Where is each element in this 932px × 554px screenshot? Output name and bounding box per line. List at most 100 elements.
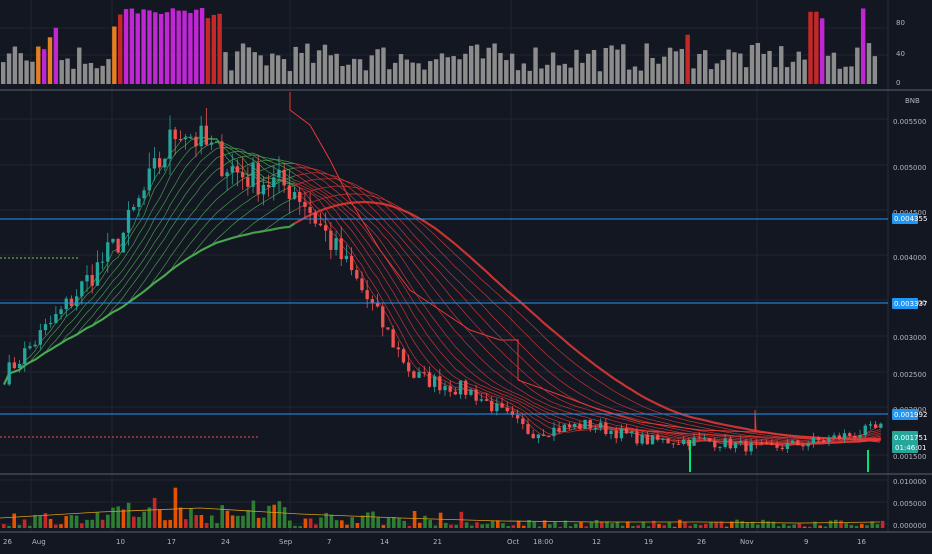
oscillator-bar <box>445 57 450 84</box>
trailing-stop <box>289 92 881 443</box>
candle-body <box>318 223 323 226</box>
oscillator-bar <box>831 52 837 84</box>
candle-body <box>526 424 530 434</box>
horizontal-levels[interactable] <box>0 218 888 415</box>
oscillator-bar <box>311 62 316 84</box>
candle-body <box>723 438 727 448</box>
candle-body <box>495 403 499 412</box>
volume-bar <box>496 520 500 528</box>
volume-pane[interactable] <box>0 487 885 528</box>
volume-bar <box>626 521 630 528</box>
candle-body <box>510 411 515 416</box>
volume-bar <box>636 525 640 528</box>
candle-body <box>7 362 11 385</box>
candle-body <box>775 444 779 448</box>
volume-bar <box>12 513 16 528</box>
oscillator-bar <box>621 44 626 84</box>
oscillator-pane[interactable] <box>1 7 878 85</box>
ma-ribbon <box>3 135 881 447</box>
oscillator-bar <box>644 43 649 84</box>
candle-body <box>43 324 48 331</box>
candle-body <box>770 443 774 445</box>
oscillator-bar <box>287 71 293 84</box>
candle-body <box>557 427 561 432</box>
volume-bar <box>132 516 136 528</box>
volume-ma <box>0 507 881 524</box>
candle-body <box>199 125 203 147</box>
volume-bar <box>272 504 276 528</box>
volume-bar <box>657 523 661 528</box>
volume-bar <box>106 514 110 528</box>
candle-body <box>132 207 136 210</box>
volume-bar <box>163 520 167 528</box>
oscillator-bar <box>188 12 193 84</box>
oscillator-bar <box>106 59 111 84</box>
candle-body <box>303 201 307 207</box>
volume-bar <box>620 525 625 528</box>
candle-body <box>100 261 105 263</box>
oscillator-bar <box>837 68 842 84</box>
volume-bar <box>730 521 734 528</box>
volume-bar <box>350 517 354 528</box>
price-tick: 0.004000 <box>893 254 926 262</box>
volume-bar <box>844 523 848 528</box>
oscillator-bar <box>439 53 445 84</box>
ribbon-line-red <box>294 185 881 442</box>
candle-body <box>261 184 266 195</box>
candle-body <box>749 442 753 452</box>
candle-body <box>349 255 354 271</box>
oscillator-bar <box>82 63 88 84</box>
candle-body <box>733 442 738 449</box>
time-label: 24 <box>221 538 230 546</box>
oscillator-bar <box>24 60 29 84</box>
volume-bar <box>662 525 666 528</box>
oscillator-bar <box>118 14 123 85</box>
volume-bar <box>709 522 713 528</box>
last-price-badge-bg <box>892 431 918 453</box>
volume-bar <box>834 519 838 528</box>
volume-tick: 0.010000 <box>893 478 926 486</box>
oscillator-bar <box>275 55 281 84</box>
volume-bar <box>553 521 557 528</box>
time-axis[interactable]: 26 Aug 10 17 24 Sep 7 14 21 Oct 18:00 12… <box>3 538 866 546</box>
candle-body <box>422 372 426 374</box>
level-badge: 0.001992 <box>894 411 927 419</box>
candle-body <box>365 290 369 300</box>
volume-bar <box>402 520 406 528</box>
candlesticks[interactable] <box>7 108 883 472</box>
volume-bar <box>90 519 94 528</box>
oscillator-bar <box>158 13 164 85</box>
volume-bar <box>220 505 224 528</box>
candle-body <box>681 439 686 444</box>
candle-body <box>697 437 701 439</box>
oscillator-bar <box>299 52 304 84</box>
oscillator-bar <box>30 61 35 84</box>
volume-bar <box>766 521 770 528</box>
candle-body <box>863 425 867 436</box>
time-label: 16 <box>857 538 866 546</box>
volume-bar <box>511 525 516 528</box>
oscillator-bar <box>533 47 538 84</box>
candle-body <box>562 424 566 432</box>
oscillator-bar <box>580 62 585 84</box>
volume-bar <box>17 525 22 528</box>
oscillator-bar <box>457 59 462 84</box>
candle-body <box>707 438 712 442</box>
candle-body <box>713 441 717 448</box>
candle-body <box>630 431 634 434</box>
candle-body <box>324 225 328 231</box>
oscillator-bar <box>509 53 515 84</box>
volume-bar <box>584 526 588 528</box>
volume-bar <box>574 523 578 528</box>
candle-body <box>407 362 411 372</box>
oscillator-bar <box>849 66 854 84</box>
candle-body <box>474 389 478 401</box>
volume-bar <box>241 515 245 528</box>
oscillator-tick: 80 <box>896 19 905 27</box>
candle-body <box>225 172 229 177</box>
oscillator-bar <box>866 43 872 84</box>
oscillator-bar <box>469 45 474 84</box>
candle-body <box>80 281 84 297</box>
